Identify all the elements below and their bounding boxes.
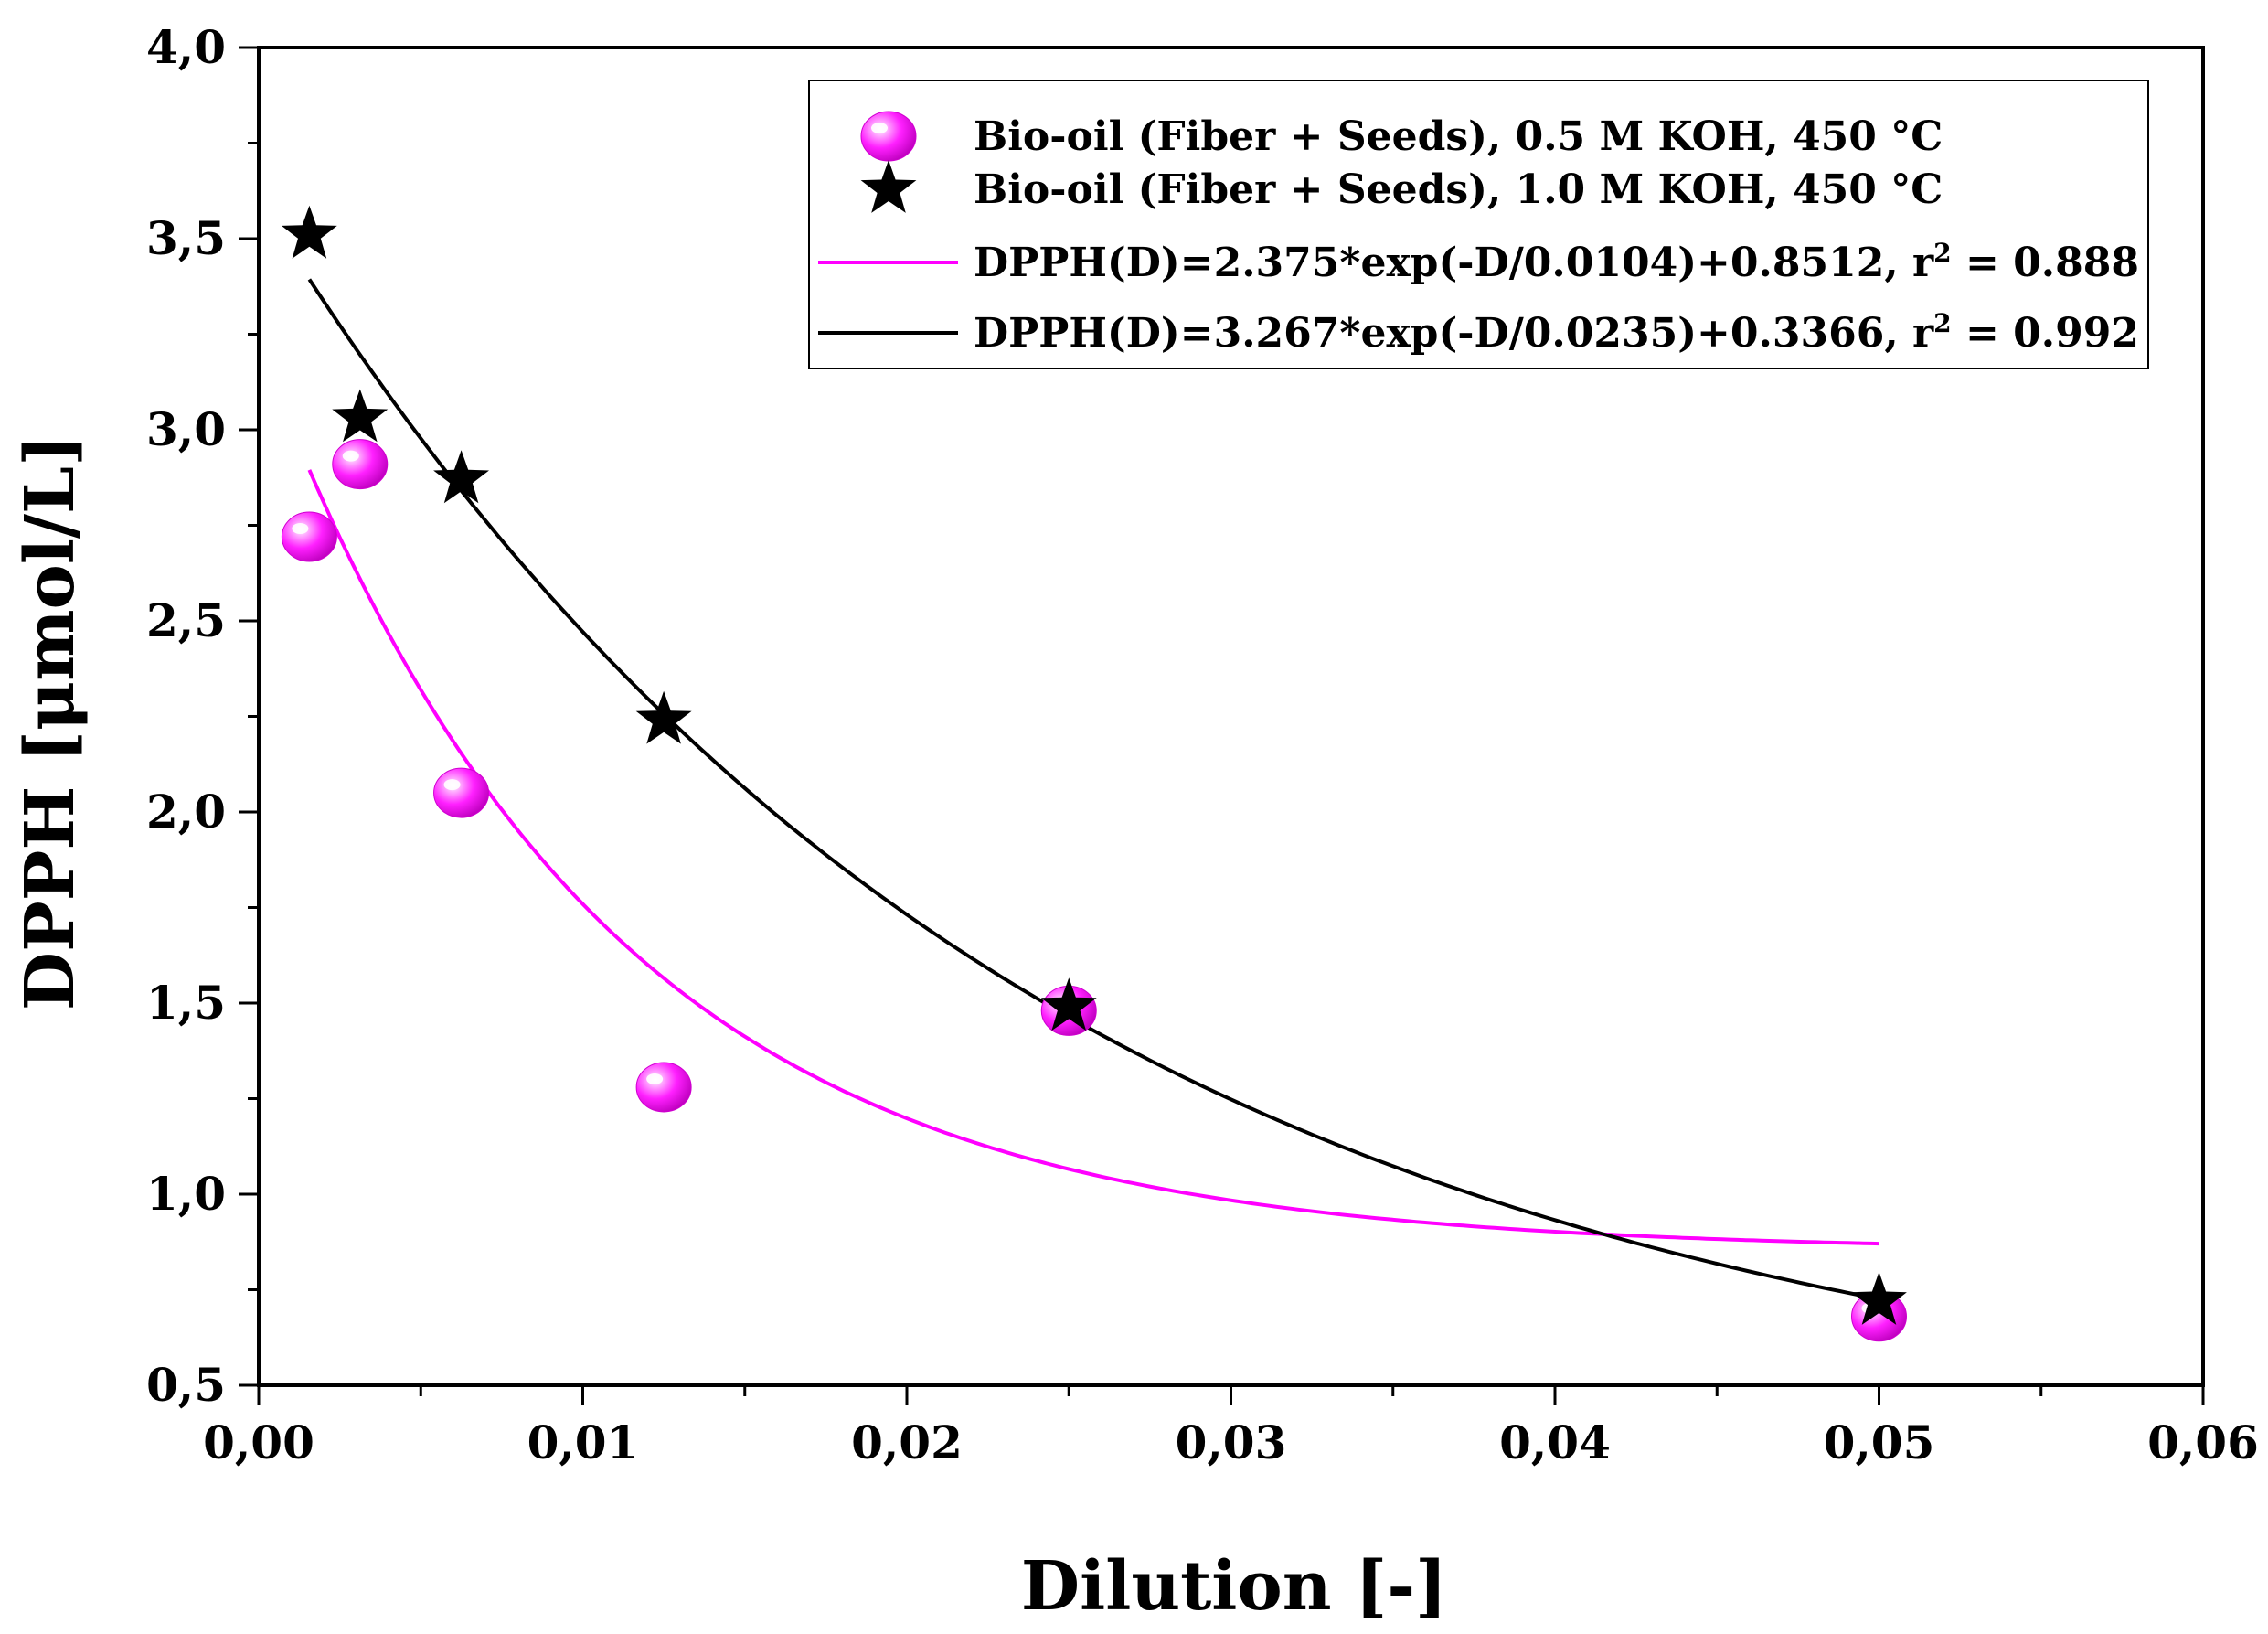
- legend: Bio-oil (Fiber + Seeds), 0.5 M KOH, 450 …: [808, 80, 2149, 369]
- x-tick-label: 0,05: [1824, 1415, 1935, 1469]
- legend-label-series2: Bio-oil (Fiber + Seeds), 1.0 M KOH, 450 …: [974, 166, 1943, 213]
- y-tick-label: 0,5: [146, 1358, 226, 1412]
- data-point-series2: [332, 389, 389, 443]
- data-point-series2: [282, 205, 337, 259]
- sphere-highlight: [646, 1073, 664, 1084]
- x-axis-title: Dilution [-]: [1021, 1547, 1447, 1626]
- fit-curve-2: [307, 278, 1879, 1301]
- y-tick-label: 1,0: [146, 1167, 226, 1221]
- y-tick-label: 3,5: [146, 211, 226, 265]
- data-point-series1: [635, 1062, 692, 1113]
- x-tick-label: 0,00: [203, 1415, 314, 1469]
- y-tick-label: 4,0: [146, 20, 226, 74]
- fit-curve-1: [307, 469, 1879, 1246]
- legend-box: [808, 80, 2149, 369]
- legend-label-fit1: DPPH(D)=2.375*exp(-D/0.0104)+0.8512, r2 …: [974, 238, 2139, 286]
- x-tick-label: 0,03: [1176, 1415, 1287, 1469]
- sphere-body: [281, 511, 337, 562]
- sphere-highlight: [443, 779, 461, 791]
- legend-label-fit2: DPPH(D)=3.267*exp(-D/0.0235)+0.3366, r2 …: [974, 308, 2139, 357]
- sphere-highlight: [871, 123, 888, 133]
- y-tick-label: 1,5: [146, 976, 226, 1030]
- fit-curves: [307, 278, 1879, 1301]
- data-point-series2: [1040, 977, 1097, 1031]
- y-tick-label: 2,5: [146, 593, 226, 647]
- sphere-body: [433, 767, 490, 818]
- data-point-series2: [1851, 1272, 1907, 1325]
- data-point-series1: [433, 767, 490, 818]
- data-point-series2: [635, 690, 692, 744]
- legend-label-series1: Bio-oil (Fiber + Seeds), 0.5 M KOH, 450 …: [974, 113, 1943, 160]
- sphere-highlight: [292, 523, 309, 535]
- data-point-series1: [281, 511, 337, 562]
- legend-marker-star: [860, 160, 917, 213]
- x-tick-label: 0,06: [2147, 1415, 2259, 1469]
- x-tick-label: 0,04: [1499, 1415, 1611, 1469]
- sphere-highlight: [342, 450, 359, 462]
- y-tick-label: 3,0: [146, 402, 226, 456]
- y-axis-ticks: 0,5 1,0 1,5 2,0 2,5 3,0 3,5 4,0: [146, 20, 259, 1412]
- sphere-body: [635, 1062, 692, 1113]
- data-points: [281, 205, 1907, 1342]
- legend-marker-sphere: [860, 111, 917, 162]
- y-axis-title: DPPH [μmol/L]: [11, 434, 90, 1010]
- sphere-body: [332, 439, 389, 490]
- data-point-series2: [433, 450, 489, 504]
- sphere-body: [860, 111, 917, 162]
- x-axis-ticks: 0,00 0,01 0,02 0,03 0,04 0,05 0,06: [203, 1385, 2259, 1469]
- x-tick-label: 0,01: [527, 1415, 639, 1469]
- data-point-series1: [332, 439, 389, 490]
- y-tick-label: 2,0: [146, 785, 226, 838]
- x-tick-label: 0,02: [851, 1415, 963, 1469]
